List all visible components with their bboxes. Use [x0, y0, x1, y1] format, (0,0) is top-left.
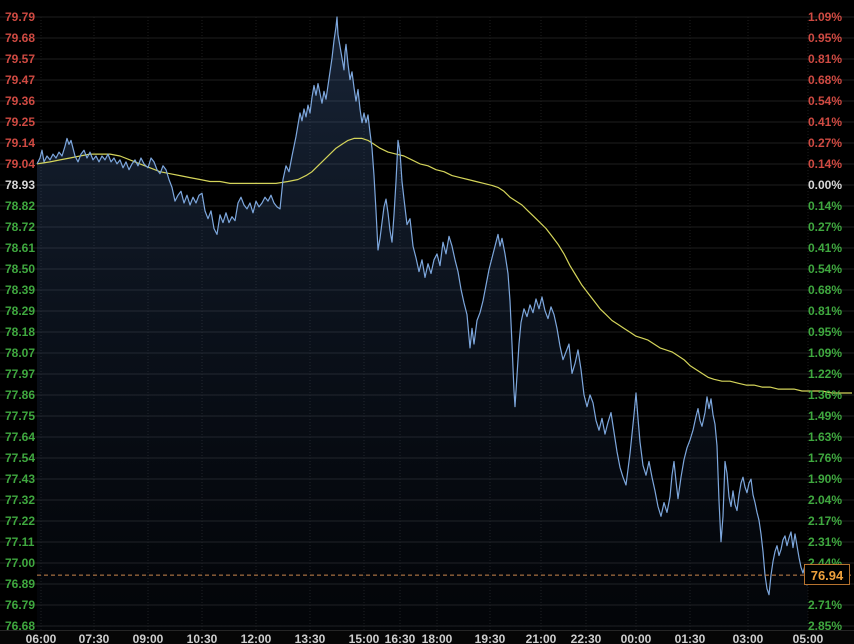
price-tick-label: 76.89: [5, 577, 36, 591]
percent-tick-label: 0.68%: [808, 283, 843, 297]
percent-tick-label: 0.81%: [808, 304, 843, 318]
price-tick-label: 78.61: [5, 241, 36, 255]
price-tick-label: 78.07: [5, 346, 36, 360]
percent-tick-label: 0.68%: [808, 73, 843, 87]
price-tick-label: 78.72: [5, 220, 36, 234]
percent-tick-label: 0.54%: [808, 262, 843, 276]
percent-tick-label: 1.63%: [808, 430, 843, 444]
price-line: [36, 16, 809, 596]
time-tick-label: 22:30: [570, 632, 602, 644]
time-tick-label: 07:30: [78, 632, 110, 644]
percent-tick-label: 0.95%: [808, 325, 843, 339]
time-tick-label: 21:00: [525, 632, 557, 644]
price-tick-label: 77.54: [5, 451, 36, 465]
percent-tick-label: 1.90%: [808, 472, 843, 486]
percent-tick-label: 1.22%: [808, 367, 843, 381]
price-tick-label: 77.00: [5, 556, 36, 570]
average-price-line: [36, 137, 852, 394]
price-tick-label: 77.22: [5, 514, 36, 528]
price-tick-label: 79.68: [5, 31, 36, 45]
price-tick-label: 78.18: [5, 325, 36, 339]
price-tick-label: 79.47: [5, 73, 36, 87]
time-tick-label: 12:00: [240, 632, 272, 644]
time-tick-label: 18:00: [421, 632, 453, 644]
price-tick-label: 78.50: [5, 262, 36, 276]
current-price-badge: 76.94: [804, 564, 850, 585]
time-tick-label: 00:00: [620, 632, 652, 644]
percent-tick-label: 2.71%: [808, 598, 843, 612]
price-tick-label: 76.68: [5, 619, 36, 633]
price-tick-label: 78.29: [5, 304, 36, 318]
percent-tick-label: 0.95%: [808, 31, 843, 45]
percent-tick-label: 0.14%: [808, 157, 843, 171]
price-tick-label: 79.14: [5, 136, 36, 150]
price-tick-label: 77.75: [5, 409, 36, 423]
percent-tick-label: 1.09%: [808, 346, 843, 360]
time-axis: 06:00 07:30 09:00 10:30 12:00 13:30 15:00 16:30…: [0, 630, 854, 644]
time-tick-label: 10:30: [186, 632, 218, 644]
price-tick-label: 78.93: [5, 178, 36, 192]
percent-tick-label: 2.31%: [808, 535, 843, 549]
price-tick-label: 77.64: [5, 430, 36, 444]
time-tick-label: 01:30: [674, 632, 706, 644]
time-tick-label: 03:00: [732, 632, 764, 644]
percent-tick-label: 0.27%: [808, 136, 843, 150]
price-tick-label: 77.43: [5, 472, 36, 486]
price-tick-label: 79.79: [5, 10, 36, 24]
price-tick-label: 77.11: [5, 535, 35, 549]
price-tick-label: 77.97: [5, 367, 36, 381]
percent-tick-label: 1.36%: [808, 388, 843, 402]
percent-tick-label: 2.85%: [808, 619, 843, 633]
time-tick-label: 05:00: [792, 632, 824, 644]
time-tick-label: 19:30: [474, 632, 506, 644]
time-tick-label: 16:30: [384, 632, 416, 644]
percent-tick-label: 0.81%: [808, 52, 843, 66]
price-tick-label: 76.79: [5, 598, 36, 612]
price-tick-label: 78.39: [5, 283, 36, 297]
price-tick-label: 79.25: [5, 115, 36, 129]
percent-tick-label: 0.41%: [808, 115, 843, 129]
price-tick-label: 79.04: [5, 157, 36, 171]
price-tick-label: 78.82: [5, 199, 36, 213]
percent-tick-label: 0.27%: [808, 220, 843, 234]
price-tick-label: 79.57: [5, 52, 36, 66]
price-area-fill: [37, 17, 808, 630]
percent-tick-label: 0.41%: [808, 241, 843, 255]
time-tick-label: 13:30: [294, 632, 326, 644]
percent-tick-label: 1.76%: [808, 451, 843, 465]
time-tick-label: 06:00: [25, 632, 57, 644]
percent-tick-label: 2.04%: [808, 493, 843, 507]
percent-tick-label: 0.14%: [808, 199, 843, 213]
percent-tick-label: 1.09%: [808, 10, 843, 24]
time-tick-label: 09:00: [132, 632, 164, 644]
price-tick-label: 79.36: [5, 94, 36, 108]
percent-tick-label: 0.54%: [808, 94, 843, 108]
time-tick-label: 15:00: [348, 632, 380, 644]
percent-tick-label: 0.00%: [808, 178, 843, 192]
price-tick-label: 77.86: [5, 388, 36, 402]
price-tick-label: 77.32: [5, 493, 36, 507]
percent-tick-label: 2.17%: [808, 514, 843, 528]
percent-tick-label: 1.49%: [808, 409, 843, 423]
